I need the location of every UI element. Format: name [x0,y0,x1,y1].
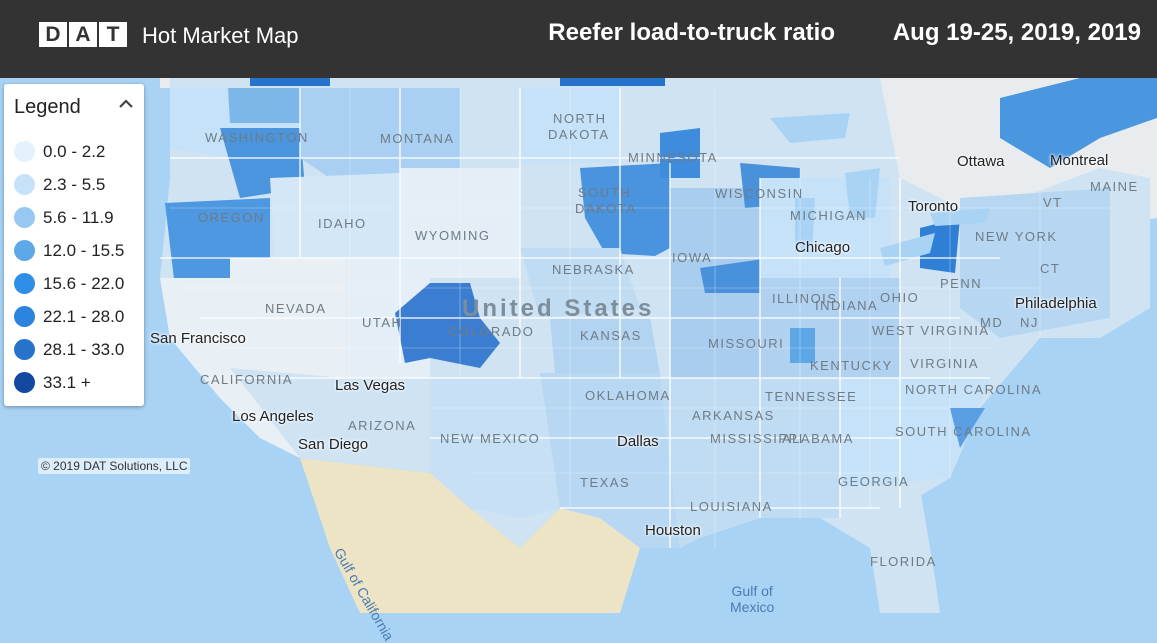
legend-swatch [14,372,35,393]
state-label-washington: WASHINGTON [205,130,309,145]
state-label-ohio: OHIO [880,290,920,305]
hot-market-map[interactable]: WASHINGTON MONTANA NORTH DAKOTA MINNESOT… [0,78,1157,643]
state-label-nevada: NEVADA [265,301,327,316]
state-label-south-dakota-2: DAKOTA [575,201,637,216]
state-label-north-dakota-1: NORTH [553,111,607,126]
logo-letter-d: D [39,22,67,47]
legend-item: 0.0 - 2.2 [14,135,124,168]
state-label-mississippi: MISSISSIPPI [710,431,804,446]
legend-panel: Legend 0.0 - 2.2 2.3 - 5.5 5.6 - 11.9 12… [4,84,144,406]
city-label-ottawa: Ottawa [957,153,1005,170]
state-label-utah: UTAH [362,315,403,330]
legend-title: Legend [14,96,81,118]
state-label-california: CALIFORNIA [200,372,294,387]
state-label-arizona: ARIZONA [348,418,417,433]
state-label-nj: NJ [1020,315,1039,330]
legend-swatch [14,141,35,162]
state-label-virginia: VIRGINIA [910,356,980,371]
legend-label: 12.0 - 15.5 [43,240,125,260]
dat-logo: D A T [39,22,127,47]
country-label: United States [462,295,655,322]
city-label-las-vegas: Las Vegas [335,377,406,394]
state-label-alabama: ALABAMA [782,431,854,446]
state-label-florida: FLORIDA [870,554,937,569]
legend-swatch [14,339,35,360]
state-label-montana: MONTANA [380,131,455,146]
state-label-georgia: GEORGIA [838,474,910,489]
city-label-dallas: Dallas [617,433,659,450]
state-label-idaho: IDAHO [318,216,367,231]
state-label-colorado: COLORADO [448,324,535,339]
city-label-toronto: Toronto [908,198,959,215]
legend-item: 12.0 - 15.5 [14,234,124,267]
logo-letter-t: T [99,22,127,47]
legend-label: 22.1 - 28.0 [43,306,125,326]
legend-swatch [14,273,35,294]
legend-label: 5.6 - 11.9 [43,207,114,227]
chevron-up-icon[interactable] [116,94,136,114]
state-label-wyoming: WYOMING [415,228,491,243]
logo-letter-a: A [69,22,97,47]
state-label-missouri: MISSOURI [708,336,785,351]
legend-item: 28.1 - 33.0 [14,333,124,366]
state-label-west-virginia: WEST VIRGINIA [872,323,990,338]
state-label-south-carolina: SOUTH CAROLINA [895,424,1032,439]
copyright-notice: © 2019 DAT Solutions, LLC [38,458,191,474]
legend-label: 15.6 - 22.0 [43,273,125,293]
legend-item: 33.1 + [14,366,124,399]
state-label-north-carolina: NORTH CAROLINA [905,382,1043,397]
legend-item: 15.6 - 22.0 [14,267,124,300]
metric-title: Reefer load-to-truck ratio [548,19,835,46]
legend-label: 33.1 + [43,372,91,392]
state-label-michigan: MICHIGAN [790,208,867,223]
state-label-texas: TEXAS [580,475,631,490]
state-label-ct: CT [1040,261,1061,276]
city-label-montreal: Montreal [1050,152,1109,169]
state-label-kentucky: KENTUCKY [810,358,893,373]
app-title: Hot Market Map [142,23,299,48]
state-label-north-dakota-2: DAKOTA [548,127,610,142]
state-label-louisiana: LOUISIANA [690,499,773,514]
map-canvas[interactable] [0,78,1157,613]
legend-swatch [14,306,35,327]
state-label-md: MD [980,315,1004,330]
legend-item: 5.6 - 11.9 [14,201,124,234]
state-label-tennessee: TENNESSEE [765,389,858,404]
city-label-chicago: Chicago [795,239,851,256]
state-label-minnesota: MINNESOTA [628,150,718,165]
legend-item: 22.1 - 28.0 [14,300,124,333]
state-label-indiana: INDIANA [815,298,879,313]
app-header: D A T Hot Market Map Reefer load-to-truc… [0,0,1157,78]
city-label-san-diego: San Diego [298,436,369,453]
city-label-los-angeles: Los Angeles [232,408,314,425]
state-label-iowa: IOWA [672,250,713,265]
city-label-houston: Houston [645,522,701,539]
date-range: Aug 19-25, 2019, 2019 [892,19,1141,46]
state-label-maine: MAINE [1090,179,1139,194]
state-label-new-mexico: NEW MEXICO [440,431,541,446]
state-label-illinois: ILLINOIS [772,291,838,306]
city-label-san-francisco: San Francisco [150,330,246,347]
legend-label: 0.0 - 2.2 [43,141,106,161]
state-label-kansas: KANSAS [580,328,642,343]
state-label-nebraska: NEBRASKA [552,262,635,277]
state-label-wisconsin: WISCONSIN [715,186,804,201]
legend-label: 28.1 - 33.0 [43,339,125,359]
legend-items: 0.0 - 2.2 2.3 - 5.5 5.6 - 11.9 12.0 - 15… [14,135,124,399]
state-label-oklahoma: OKLAHOMA [585,388,671,403]
state-label-vt: VT [1043,195,1063,210]
legend-swatch [14,174,35,195]
water-label-gulf-of-mexico: Gulf of Mexico [730,583,775,615]
city-label-philadelphia: Philadelphia [1015,295,1097,312]
state-label-penn: PENN [940,276,983,291]
state-label-oregon: OREGON [198,210,265,225]
legend-item: 2.3 - 5.5 [14,168,124,201]
legend-label: 2.3 - 5.5 [43,174,106,194]
state-label-south-dakota-1: SOUTH [578,185,631,200]
state-label-arkansas: ARKANSAS [692,408,775,423]
legend-swatch [14,240,35,261]
legend-swatch [14,207,35,228]
state-label-new-york: NEW YORK [975,229,1058,244]
